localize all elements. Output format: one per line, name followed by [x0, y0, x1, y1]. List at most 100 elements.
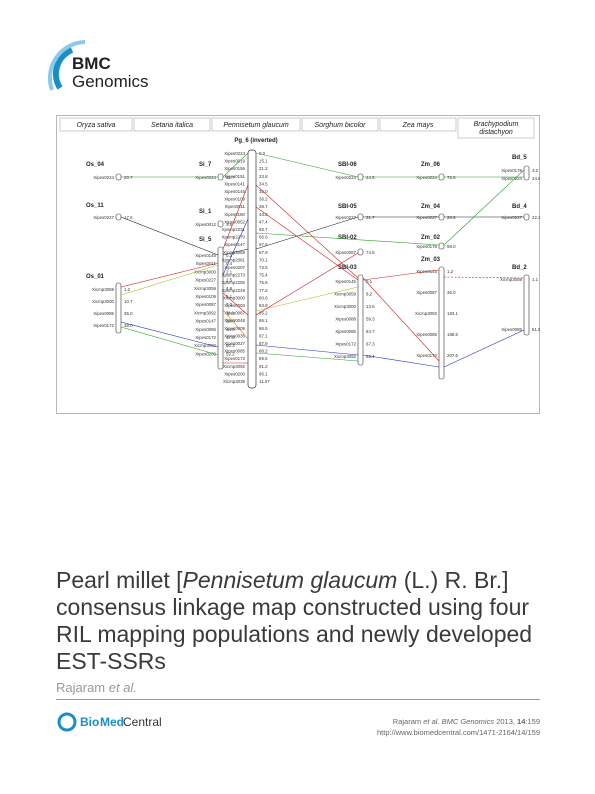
zm04-marker: Xipes0227 [416, 215, 437, 220]
os01-marker: Xicmp3059 [92, 287, 115, 292]
pg6-marker-label: Xipes0172 [224, 356, 245, 361]
chrom-sbi02: SBI-02 [338, 235, 357, 241]
si5-position: 52.2 [226, 351, 235, 356]
si5-marker: Xipes0011 [196, 261, 217, 266]
zm06-marker: Xipes0224 [416, 175, 437, 180]
chrom-si5: Si_5 [199, 237, 212, 243]
pg6-position-label: 67.9 [259, 250, 268, 255]
chrom-sbi06: SBI-06 [338, 162, 357, 168]
zm03-position: 188.6 [447, 332, 459, 337]
pg6-position-label: 34.5 [259, 181, 268, 186]
si5-marker: Xipes0145 [195, 253, 216, 258]
synteny-figure: .sp { font-family:"Liberation Sans", san… [56, 115, 540, 414]
chrom-bd4: Bd_4 [512, 204, 527, 210]
pg6-marker-label: Xipes0085 [224, 349, 245, 354]
publisher-med: Med [100, 715, 124, 729]
pg6-marker-label: Xipes0147 [224, 242, 245, 247]
publisher-bio: Bio [80, 715, 99, 729]
si1-marker: Xipes0012 [195, 222, 216, 227]
pg6-marker-label: Xipes0151 [224, 174, 245, 179]
pg6-marker-label: Xipes0009 [224, 326, 245, 331]
sbi03-position: 64.7 [366, 329, 375, 334]
zm03-marker: Xipes0085 [416, 332, 437, 337]
sbi03-marker: Xicmp3059 [334, 292, 357, 297]
chrom-zm02: Zm_02 [421, 235, 441, 241]
author-line: Rajaram et al. [56, 680, 137, 695]
pg6-position-label: 86.5 [259, 326, 268, 331]
central-map-title: Pg_6 (inverted) [234, 138, 277, 144]
sbi03-marker: Xicmp3092 [334, 354, 357, 359]
bd2-marker: Xicmp3059 [500, 277, 523, 282]
pg6-position-label: 43.2 [259, 212, 268, 217]
pg6-marker-label: Xipes0180 [224, 212, 245, 217]
pg6-marker-label: Xpsmp2081 [222, 257, 246, 262]
sbi02-position: 74.5 [366, 250, 375, 255]
os01-position: 38.0 [124, 323, 133, 328]
bd2-marker: Xipes0085 [501, 327, 522, 332]
sbi03-position: 13.6 [366, 304, 375, 309]
os01-position: 10.7 [124, 299, 133, 304]
pg6-position-label: 87.1 [259, 333, 268, 338]
pg6-position-label: 77.2 [259, 288, 268, 293]
si5-position: 38.0 [226, 319, 235, 324]
si5-position: 44.9 [226, 327, 235, 332]
si5-marker: Xipes0109 [195, 294, 216, 299]
pg6-marker-label: Xipes0035 [224, 333, 245, 338]
pg6-marker-list: Xipes0224 0.0 Xipes0019 15.1 Xipes0156 21.2 Xi… [222, 151, 271, 384]
si5-marker: Xicmp3092 [194, 310, 217, 315]
chrom-os11: Os_11 [86, 203, 104, 209]
os04-marker: Xipes0224 [93, 175, 114, 180]
chrom-os01: Os_01 [86, 274, 105, 280]
pg6-position-label: 89.6 [259, 356, 268, 361]
chrom-zm06: Zm_06 [421, 162, 441, 168]
divider [56, 699, 540, 700]
pg6-marker-label: Xpsmp2255 [222, 280, 246, 285]
si5-marker: Xipes0227 [195, 278, 216, 283]
pg6-chromosome-bar [247, 149, 257, 389]
sbi06-position: 44.5 [366, 175, 375, 180]
species-sorghum: Sorghum bicolor [315, 122, 367, 129]
bmc-wordmark: BMC [72, 54, 111, 73]
si5-marker: Xipes0200 [195, 351, 216, 356]
sbi03-position: 67.3 [366, 342, 375, 347]
si5-marker: Xipes0085 [195, 327, 216, 332]
os01-position: 1.2 [124, 287, 131, 292]
si5-position: 50.3 [226, 343, 235, 348]
citation-url[interactable]: http://www.biomedcentral.com/1471-2164/1… [376, 728, 540, 737]
chrom-si7: Si_7 [199, 162, 212, 168]
si5-position: 7.3 [226, 302, 233, 307]
synteny-links [120, 152, 525, 368]
os01-position: 35.0 [124, 311, 133, 316]
si5-marker: Xipes0172 [195, 335, 216, 340]
article-title: Pearl millet [Pennisetum glaucum (L.) R.… [56, 567, 533, 674]
pg6-marker-label: Xipes0019 [224, 159, 245, 164]
pg6-position-label: 66.6 [259, 235, 268, 240]
pg6-position-label: 36.2 [259, 197, 268, 202]
chrom-os04: Os_04 [86, 162, 105, 168]
zm02-marker: Xipes0178 [416, 244, 437, 249]
sbi03-marker: Xipes0145 [335, 279, 356, 284]
sbi03-marker: Xicmp3000 [334, 304, 357, 309]
pg6-position-label: 85.2 [259, 311, 268, 316]
pg6-marker-label: Xipes0200 [224, 371, 245, 376]
pg6-marker-label: Xipes0109 [224, 197, 245, 202]
zm03-position: 1.2 [447, 269, 454, 274]
sbi05-position: 31.7 [366, 215, 375, 220]
pg6-marker-label: Xpsmp2273 [222, 273, 246, 278]
pg6-position-label: 83.8 [259, 303, 268, 308]
si5-marker: Xicmp3092 [194, 343, 217, 348]
sbi03-marker: Xipes0088 [335, 317, 356, 322]
pg6-marker-label: Xipes0141 [224, 181, 245, 186]
os01-marker: Xipes0172 [93, 323, 114, 328]
si5-position: 2.5 [226, 278, 233, 283]
pg6-marker-label: Xipes0207 [224, 265, 245, 270]
bmc-arc-icon [52, 47, 74, 90]
si5-position: 5.1 [226, 294, 233, 299]
si7-marker: Xipes0224 [195, 175, 216, 180]
sbi03-position: 59.3 [366, 317, 375, 322]
pg6-position-label: 21.2 [259, 166, 268, 171]
pg6-position-label: 87.9 [259, 341, 268, 346]
bd2-position: 51.5 [532, 327, 540, 332]
si5-marker: Xicmp3059 [194, 286, 217, 291]
